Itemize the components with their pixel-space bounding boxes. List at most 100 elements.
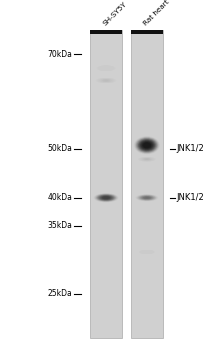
- Ellipse shape: [100, 196, 112, 200]
- Ellipse shape: [102, 79, 111, 82]
- Ellipse shape: [144, 251, 150, 253]
- Ellipse shape: [143, 142, 151, 148]
- Text: JNK1/2: JNK1/2: [176, 193, 204, 202]
- Ellipse shape: [144, 159, 150, 160]
- Ellipse shape: [144, 159, 149, 160]
- Ellipse shape: [102, 67, 110, 70]
- Text: 25kDa: 25kDa: [48, 289, 72, 299]
- Ellipse shape: [139, 195, 155, 200]
- Ellipse shape: [142, 142, 152, 149]
- Ellipse shape: [95, 194, 117, 202]
- Ellipse shape: [99, 195, 113, 200]
- Ellipse shape: [139, 140, 154, 150]
- Ellipse shape: [103, 80, 110, 81]
- Ellipse shape: [105, 80, 107, 81]
- Ellipse shape: [137, 195, 157, 201]
- Ellipse shape: [145, 251, 149, 253]
- Ellipse shape: [146, 159, 148, 160]
- Ellipse shape: [103, 67, 109, 69]
- Ellipse shape: [142, 158, 152, 161]
- Ellipse shape: [141, 196, 153, 199]
- Text: JNK1/2: JNK1/2: [176, 144, 204, 153]
- Ellipse shape: [101, 66, 111, 70]
- Ellipse shape: [145, 159, 149, 160]
- Ellipse shape: [105, 197, 107, 198]
- Ellipse shape: [101, 79, 111, 82]
- Ellipse shape: [105, 197, 107, 198]
- Text: 35kDa: 35kDa: [48, 221, 72, 230]
- Text: 70kDa: 70kDa: [48, 50, 72, 59]
- Ellipse shape: [142, 251, 152, 253]
- Ellipse shape: [140, 196, 154, 200]
- Ellipse shape: [146, 197, 147, 198]
- Ellipse shape: [100, 79, 112, 82]
- Ellipse shape: [144, 197, 149, 198]
- Ellipse shape: [103, 67, 109, 69]
- Ellipse shape: [143, 143, 150, 148]
- Ellipse shape: [138, 195, 155, 201]
- Ellipse shape: [103, 80, 109, 81]
- Ellipse shape: [143, 159, 150, 160]
- Text: Rat heart: Rat heart: [143, 0, 171, 26]
- Ellipse shape: [145, 159, 148, 160]
- Ellipse shape: [145, 197, 149, 198]
- Bar: [131, 30, 163, 338]
- Ellipse shape: [143, 251, 151, 253]
- Ellipse shape: [143, 142, 151, 148]
- Ellipse shape: [103, 68, 109, 69]
- Ellipse shape: [98, 195, 114, 201]
- Ellipse shape: [99, 79, 113, 82]
- Ellipse shape: [141, 158, 153, 161]
- Ellipse shape: [134, 136, 159, 154]
- Ellipse shape: [137, 139, 156, 152]
- Ellipse shape: [144, 197, 150, 199]
- Ellipse shape: [138, 195, 156, 201]
- Ellipse shape: [102, 196, 110, 199]
- Ellipse shape: [142, 196, 152, 199]
- Ellipse shape: [144, 159, 150, 160]
- Ellipse shape: [142, 158, 152, 160]
- Ellipse shape: [140, 195, 154, 200]
- Ellipse shape: [101, 67, 111, 70]
- Text: SH-SY5Y: SH-SY5Y: [102, 0, 128, 26]
- Ellipse shape: [101, 196, 111, 200]
- Ellipse shape: [104, 197, 108, 198]
- Ellipse shape: [103, 196, 109, 199]
- Ellipse shape: [102, 67, 110, 69]
- Ellipse shape: [100, 79, 112, 82]
- Ellipse shape: [141, 141, 153, 149]
- Ellipse shape: [136, 138, 158, 153]
- Ellipse shape: [105, 68, 107, 69]
- Ellipse shape: [103, 197, 109, 199]
- Ellipse shape: [102, 196, 110, 199]
- Ellipse shape: [140, 140, 154, 150]
- Ellipse shape: [141, 141, 152, 149]
- Ellipse shape: [136, 138, 157, 153]
- Ellipse shape: [102, 79, 110, 82]
- Ellipse shape: [103, 80, 110, 81]
- Text: 40kDa: 40kDa: [48, 193, 72, 202]
- Ellipse shape: [97, 194, 115, 201]
- Ellipse shape: [143, 196, 151, 199]
- Ellipse shape: [136, 195, 157, 201]
- Ellipse shape: [139, 139, 155, 151]
- Ellipse shape: [101, 196, 111, 200]
- Ellipse shape: [144, 144, 150, 147]
- Ellipse shape: [143, 158, 151, 160]
- Ellipse shape: [104, 68, 108, 69]
- Ellipse shape: [138, 139, 156, 152]
- Ellipse shape: [143, 197, 151, 199]
- Ellipse shape: [95, 194, 117, 202]
- Ellipse shape: [135, 137, 159, 153]
- Ellipse shape: [141, 158, 153, 161]
- Ellipse shape: [104, 80, 108, 81]
- Ellipse shape: [144, 251, 150, 253]
- Ellipse shape: [143, 158, 151, 160]
- Ellipse shape: [100, 66, 112, 70]
- Ellipse shape: [141, 196, 152, 200]
- Bar: [90, 30, 122, 338]
- Ellipse shape: [143, 251, 151, 253]
- Ellipse shape: [145, 144, 148, 146]
- Ellipse shape: [104, 80, 108, 81]
- Ellipse shape: [98, 195, 115, 201]
